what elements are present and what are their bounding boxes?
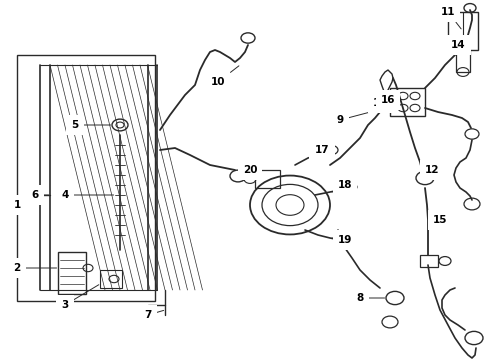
Text: 14: 14 <box>450 40 465 50</box>
Bar <box>447 12 477 50</box>
Text: 18: 18 <box>331 180 351 192</box>
Text: 5: 5 <box>71 120 110 130</box>
Bar <box>455 50 469 72</box>
Text: 17: 17 <box>310 145 328 159</box>
Bar <box>100 270 122 288</box>
Text: 16: 16 <box>380 95 396 105</box>
Text: 3: 3 <box>61 285 99 310</box>
Bar <box>254 170 280 188</box>
Text: 12: 12 <box>424 165 438 177</box>
Text: 20: 20 <box>242 165 257 178</box>
Bar <box>389 88 424 116</box>
Text: 19: 19 <box>331 235 351 245</box>
Text: 11: 11 <box>440 7 460 29</box>
Text: 13: 13 <box>372 98 388 108</box>
Text: 9: 9 <box>336 111 376 125</box>
Text: 6: 6 <box>31 190 48 200</box>
Text: 1: 1 <box>13 200 20 210</box>
Text: 2: 2 <box>13 263 57 273</box>
Bar <box>17 55 155 301</box>
Text: 10: 10 <box>210 66 239 87</box>
Text: 7: 7 <box>144 310 163 320</box>
Text: 15: 15 <box>428 215 447 229</box>
Text: 8: 8 <box>356 293 384 303</box>
Bar <box>419 255 437 267</box>
Bar <box>58 252 86 294</box>
Text: 4: 4 <box>61 190 113 200</box>
